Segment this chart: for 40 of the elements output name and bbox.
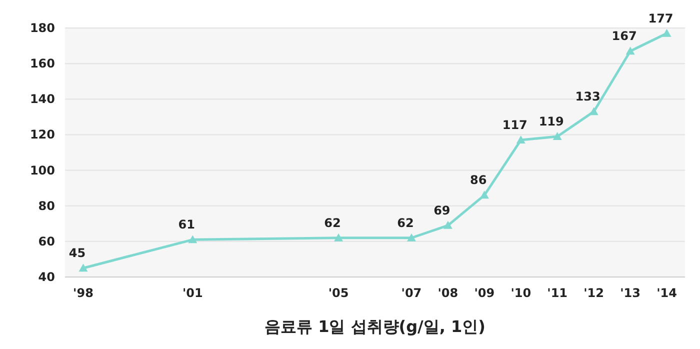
y-tick-label: 60 bbox=[38, 234, 55, 248]
data-label: 177 bbox=[648, 11, 674, 26]
data-label: 62 bbox=[397, 216, 414, 230]
x-tick-label: '98 bbox=[73, 286, 94, 300]
x-tick-label: '09 bbox=[474, 286, 495, 300]
y-tick-label: 120 bbox=[30, 128, 55, 142]
x-tick-label: '12 bbox=[584, 286, 604, 300]
x-tick-label: '07 bbox=[401, 286, 422, 300]
y-tick-label: 180 bbox=[30, 21, 55, 35]
data-label: 117 bbox=[502, 118, 528, 132]
point bbox=[78, 264, 88, 272]
point bbox=[406, 233, 416, 242]
y-tick-label: 80 bbox=[38, 198, 55, 213]
x-tick-label: '08 bbox=[438, 286, 458, 300]
x-tick-label: '05 bbox=[328, 286, 349, 300]
point bbox=[626, 46, 635, 55]
x-tick-label: '14 bbox=[656, 286, 677, 300]
y-tick-label: 40 bbox=[38, 270, 55, 284]
point bbox=[662, 28, 672, 37]
data-label: 167 bbox=[612, 29, 637, 44]
y-tick-label: 140 bbox=[30, 92, 55, 106]
data-label: 133 bbox=[575, 90, 600, 104]
data-label: 69 bbox=[434, 203, 450, 218]
x-tick-label: '13 bbox=[620, 286, 640, 300]
data-label: 119 bbox=[538, 114, 564, 128]
data-label: 45 bbox=[68, 246, 86, 260]
data-label: 61 bbox=[178, 218, 195, 232]
data-label: 86 bbox=[470, 173, 487, 188]
x-tick-label: '11 bbox=[547, 286, 568, 300]
x-tick-label: '01 bbox=[182, 286, 203, 300]
point bbox=[188, 235, 198, 244]
x-axis-title: 음료류 1일 섭취량(g/일, 1인) bbox=[264, 317, 486, 336]
data-label: 62 bbox=[324, 216, 341, 230]
y-tick-label: 100 bbox=[30, 163, 55, 178]
point bbox=[443, 220, 452, 229]
point bbox=[552, 132, 562, 140]
point bbox=[516, 136, 526, 144]
point bbox=[334, 233, 344, 242]
y-tick-label: 160 bbox=[30, 56, 55, 71]
x-tick-label: '10 bbox=[510, 286, 532, 300]
